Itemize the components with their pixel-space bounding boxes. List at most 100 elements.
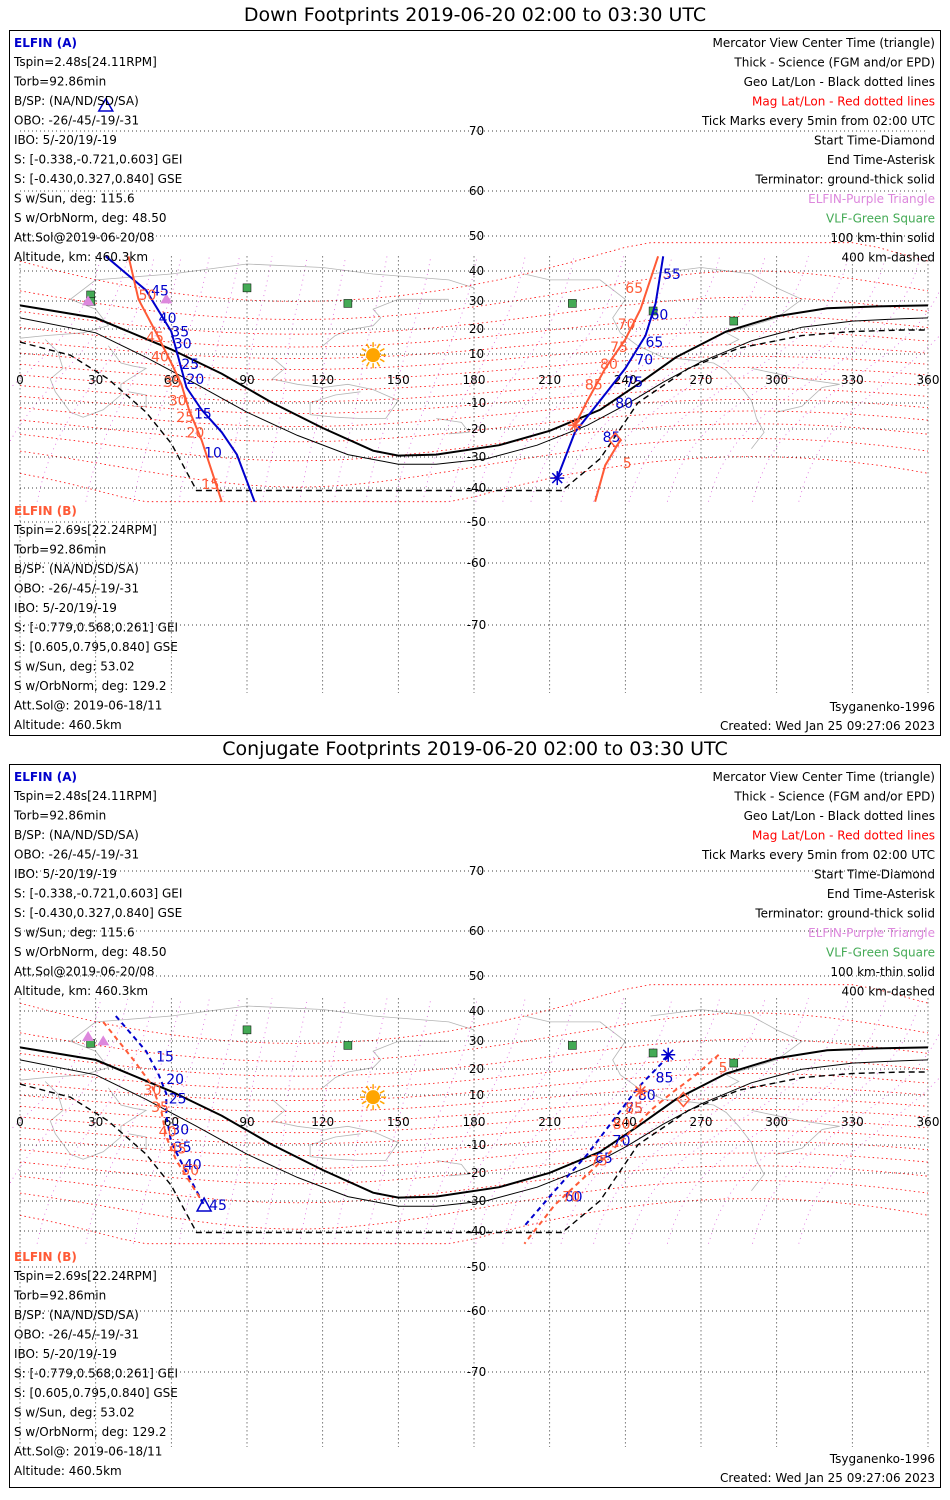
x-tick-label: 90 [239,373,254,387]
y-tick-label: 60 [469,184,484,198]
mag-lon-line [449,256,575,502]
map-chart-conjugate: 0 30 60 90 120 150 180 210 240 270 300 330 360706050… [10,770,940,1485]
x-tick-label: 120 [311,1115,334,1129]
mag-lat-line [19,377,929,403]
mag-lat-line [19,1086,929,1112]
sun-ray [365,1103,370,1109]
probe-b-info-line: OBO: -26/-45/-19/-31 [14,582,139,596]
legend-entry: Thick - Science (FGM and/or EPD) [733,790,935,804]
y-tick-label: -10 [467,1138,487,1152]
sun-ray [376,1085,381,1091]
coastline [322,1040,449,1089]
mag-lon-line [708,256,921,502]
x-tick-label: 330 [841,373,864,387]
legend-entry: Tick Marks every 5min from 02:00 UTC [701,848,935,862]
vlf-station-marker [729,316,739,326]
mag-lon-line [10,998,102,1131]
y-tick-label: 70 [469,864,484,878]
legend-entry: 100 km-thin solid [830,231,935,245]
created-label: Created: Wed Jan 25 09:27:06 2023 [720,1471,935,1485]
y-tick-label: 40 [469,1004,484,1018]
probe-b-info-line: S: [-0.779,0.568,0.261] GEI [14,621,178,635]
vlf-station-marker [242,283,252,293]
y-tick-label: -10 [467,396,487,410]
x-tick-label: 210 [538,373,561,387]
probe-a-footprint-track [523,1055,669,1227]
legend-entry: Mercator View Center Time (triangle) [713,770,935,784]
probe-a-tick-label: 25 [169,1091,187,1107]
probe-b-info-line: OBO: -26/-45/-19/-31 [14,1328,139,1342]
probe-a-name: ELFIN (A) [14,36,77,50]
legend-entry: Terminator: ground-thick solid [754,907,935,921]
mag-lon-line [475,256,624,502]
probe-a-info-line: Altitude, km: 460.3km [14,984,148,998]
mag-lat-line [19,1012,929,1062]
probe-a-info-line: S w/OrbNorm, deg: 48.50 [14,211,166,225]
y-tick-label: -50 [467,1260,487,1274]
probe-b-tick-label: 30 [144,1083,162,1099]
mag-lon-line [85,998,182,1244]
legend-entry: ELFIN-Purple Triangle [808,926,935,940]
y-tick-label: 40 [469,264,484,278]
probe-a-tick-label: 15 [194,406,212,422]
probe-a-footprint-track [115,1015,205,1206]
coastline [322,298,449,347]
probe-b-footprint-track [574,255,660,426]
x-tick-label: 30 [88,1115,103,1129]
terminator-100km [19,317,929,465]
y-tick-label: 70 [469,124,484,138]
probe-b-info-line: S: [0.605,0.795,0.840] GSE [14,640,178,654]
model-label: Tsyganenko-1996 [829,1452,935,1466]
legend-entry: Terminator: ground-thick solid [754,173,935,187]
probe-b-name: ELFIN (B) [14,504,77,518]
vlf-station-marker [568,299,577,308]
mag-lat-line [19,296,929,335]
x-tick-label: 180 [463,1115,486,1129]
probe-b-name: ELFIN (B) [14,1250,77,1264]
elfin-station-marker [97,1035,110,1046]
created-label: Created: Wed Jan 25 09:27:06 2023 [720,719,935,733]
sun-ray [379,358,385,363]
probe-b-info-line: B/SP: (NA/ND/SD/SA) [14,562,139,576]
sun-ray [379,1100,385,1105]
sun-disc [366,348,381,363]
probe-a-tick-label: 55 [663,267,681,283]
mag-lon-line [708,998,921,1244]
y-tick-label: -50 [467,515,487,529]
y-tick-label: 60 [469,924,484,938]
mag-lat-line [19,315,929,348]
legend-entry: Mag Lat/Lon - Red dotted lines [752,95,935,109]
asterisk-stroke [662,1049,674,1061]
probe-a-center-triangle [195,1196,213,1212]
probe-b-end-asterisk [567,418,582,433]
coastline [436,418,470,435]
mag-lon-line [333,256,388,502]
vlf-station-marker [343,1041,353,1050]
sun-ray [365,361,370,367]
probe-a-info-line: B/SP: (NA/ND/SD/SA) [14,94,139,108]
asterisk-stroke [569,419,581,431]
x-tick-label: 330 [841,1115,864,1129]
probe-b-info-line: Altitude: 460.5km [14,1464,122,1478]
probe-b-info-line: IBO: 5/-20/19/-19 [14,601,117,615]
sun-ray [361,1100,367,1105]
probe-a-tick-label: 25 [181,357,199,373]
x-tick-label: 0 [16,373,24,387]
mag-lat-line [19,1108,929,1134]
probe-a-info-line: S: [-0.338,-0.721,0.603] GEI [14,887,182,901]
probe-b-tick-label: 45 [169,1141,187,1157]
probe-b-tick-label: 70 [618,317,636,333]
mag-lon-line [365,998,432,1244]
sun-ray [379,348,385,352]
probe-b-tick-label: 30 [169,394,187,410]
probe-b-start-diamond [676,1091,691,1108]
coastline [751,368,840,413]
probe-b-start-diamond [608,431,623,449]
probe-a-center-triangle [97,97,115,112]
panel-title-down: Down Footprints 2019-06-20 02:00 to 03:3… [243,4,707,26]
x-tick-label: 60 [164,373,179,387]
x-tick-label: 300 [765,373,788,387]
probe-b-tick-label: 5 [623,456,632,472]
probe-b-info-line: Torb=92.86min [13,1289,106,1303]
sun-ray [376,361,381,367]
